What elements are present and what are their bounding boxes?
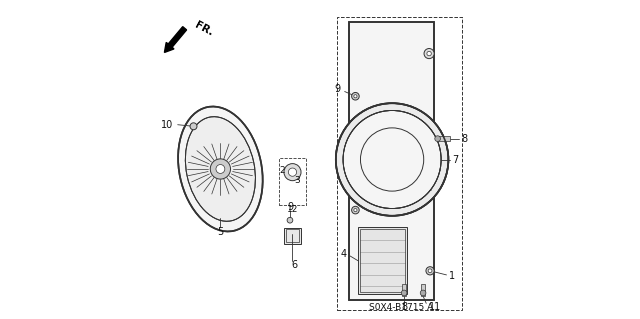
Circle shape <box>424 48 434 59</box>
Circle shape <box>284 164 301 181</box>
Text: 11: 11 <box>429 302 441 312</box>
Circle shape <box>190 123 197 130</box>
Bar <box>279 158 306 205</box>
Text: 8: 8 <box>461 134 468 144</box>
Text: 9: 9 <box>335 84 341 94</box>
Circle shape <box>216 165 225 174</box>
Circle shape <box>354 95 357 98</box>
Text: 3: 3 <box>294 175 300 185</box>
Text: S0X4-B1715 A: S0X4-B1715 A <box>369 303 433 312</box>
Circle shape <box>211 159 230 179</box>
Text: 6: 6 <box>291 260 297 270</box>
Bar <box>360 229 405 292</box>
Bar <box>438 136 451 141</box>
Bar <box>349 22 435 300</box>
Circle shape <box>351 206 359 214</box>
Text: 7: 7 <box>452 154 458 165</box>
Ellipse shape <box>186 117 255 221</box>
Bar <box>349 22 435 300</box>
Text: 5: 5 <box>217 226 223 237</box>
Text: 4: 4 <box>340 249 346 259</box>
Text: 12: 12 <box>287 205 298 214</box>
FancyArrow shape <box>164 27 187 52</box>
Circle shape <box>427 51 431 56</box>
Bar <box>420 284 426 296</box>
Circle shape <box>351 93 359 100</box>
Circle shape <box>289 168 296 176</box>
Bar <box>337 17 462 310</box>
Bar <box>401 284 406 296</box>
Circle shape <box>428 269 432 273</box>
Circle shape <box>336 103 449 216</box>
Circle shape <box>354 209 357 212</box>
Text: 2: 2 <box>279 166 285 175</box>
Text: 9: 9 <box>287 202 293 212</box>
Circle shape <box>343 110 441 209</box>
Circle shape <box>420 290 426 296</box>
Circle shape <box>426 267 434 275</box>
Bar <box>358 227 407 294</box>
Circle shape <box>287 217 293 223</box>
Circle shape <box>401 290 407 296</box>
Text: 8: 8 <box>401 302 407 312</box>
Text: 10: 10 <box>161 120 173 130</box>
Ellipse shape <box>178 107 262 232</box>
Bar <box>285 229 300 242</box>
Circle shape <box>435 136 440 141</box>
Text: 1: 1 <box>449 271 455 281</box>
Text: FR.: FR. <box>193 20 214 38</box>
Bar <box>284 228 301 244</box>
